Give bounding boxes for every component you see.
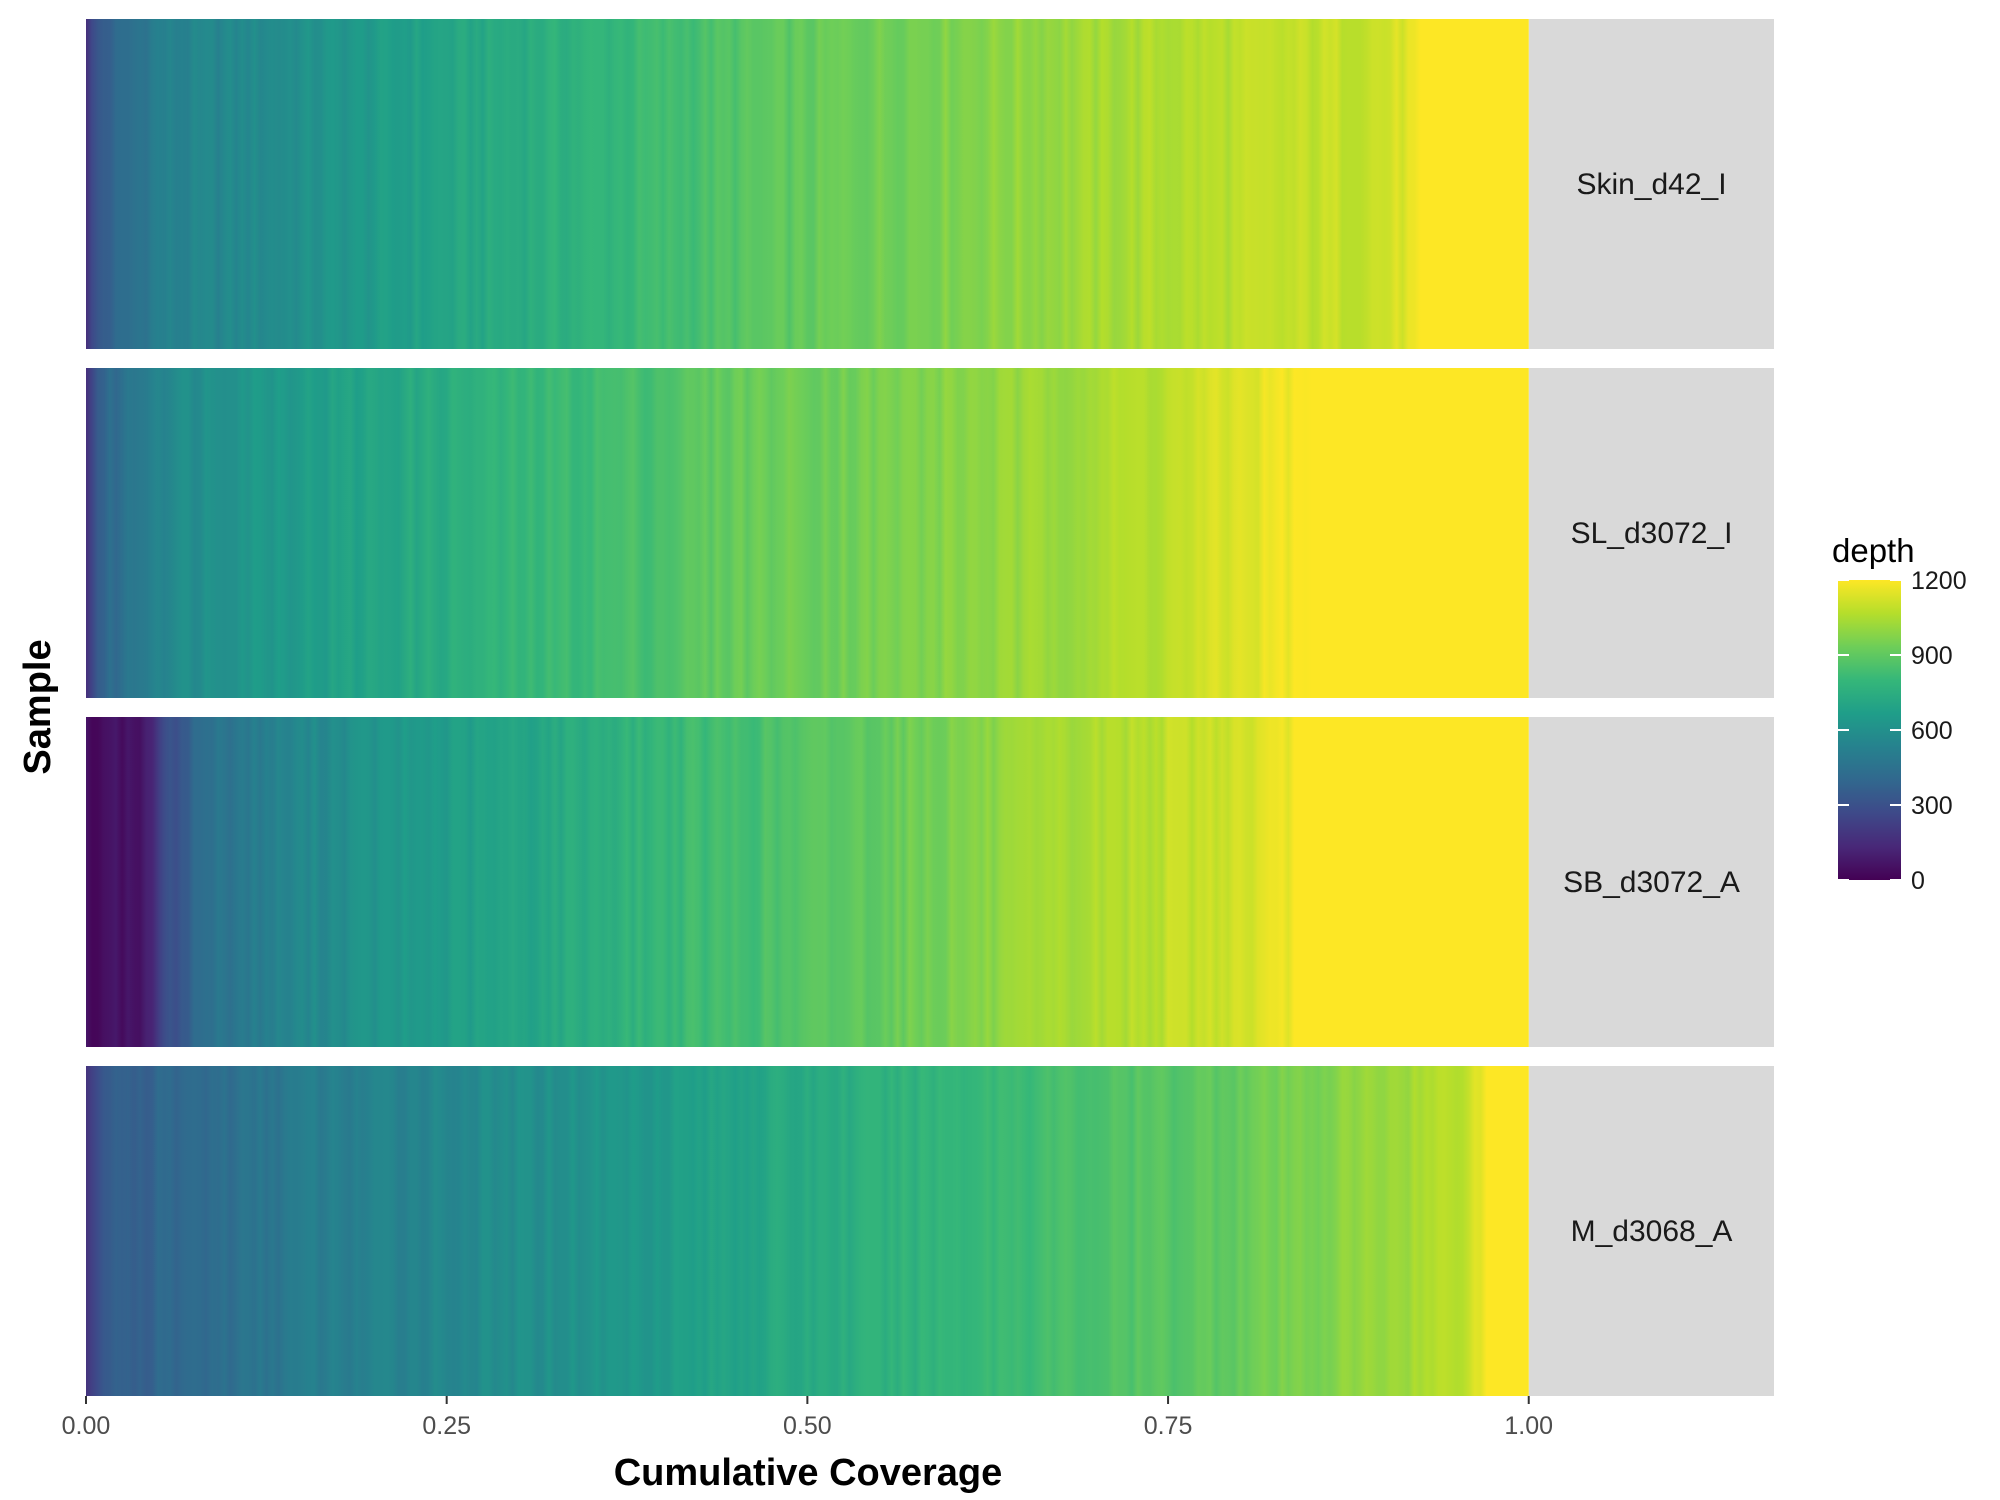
facet-strip (1529, 717, 1774, 1047)
legend-tick-label: 600 (1911, 717, 1953, 745)
panel-Skin_d42_I: Skin_d42_I (86, 19, 1774, 349)
x-tick-label: 0.75 (1144, 1412, 1193, 1440)
legend-tick-label: 300 (1911, 792, 1953, 820)
depth-legend: depth 0 300 600 900 1200 (1832, 532, 1967, 895)
x-tick-label: 0.50 (783, 1412, 832, 1440)
facet-strip (1529, 1066, 1774, 1396)
facet-strip (1529, 19, 1774, 349)
legend-tick-label: 0 (1911, 867, 1925, 895)
facet-strip-label: M_d3068_A (1571, 1215, 1733, 1248)
sample-panels: Skin_d42_I SL_d3072_I SB_d3072_A M_d3068_A (86, 19, 1774, 1396)
y-axis-title: Sample (17, 639, 59, 774)
legend-title: depth (1832, 532, 1915, 569)
x-axis-title: Cumulative Coverage (614, 1452, 1003, 1494)
coverage-band (86, 368, 1529, 698)
coverage-band (86, 717, 1529, 1047)
panel-M_d3068_A: M_d3068_A (86, 1066, 1774, 1396)
panel-SL_d3072_I: SL_d3072_I (86, 368, 1774, 698)
x-tick-label: 0.25 (422, 1412, 471, 1440)
x-axis: 0.00 0.25 0.50 0.75 1.00 (62, 1396, 1553, 1440)
legend-tick-label: 900 (1911, 642, 1953, 670)
facet-strip-label: SB_d3072_A (1563, 866, 1740, 899)
facet-strip (1529, 368, 1774, 698)
facet-strip-label: SL_d3072_I (1571, 517, 1733, 550)
legend-tick-label: 1200 (1911, 567, 1967, 595)
facet-strip-label: Skin_d42_I (1576, 168, 1726, 201)
coverage-band (86, 1066, 1529, 1396)
panel-SB_d3072_A: SB_d3072_A (86, 717, 1774, 1047)
x-tick-label: 1.00 (1504, 1412, 1553, 1440)
x-tick-label: 0.00 (62, 1412, 111, 1440)
coverage-band (86, 19, 1529, 349)
